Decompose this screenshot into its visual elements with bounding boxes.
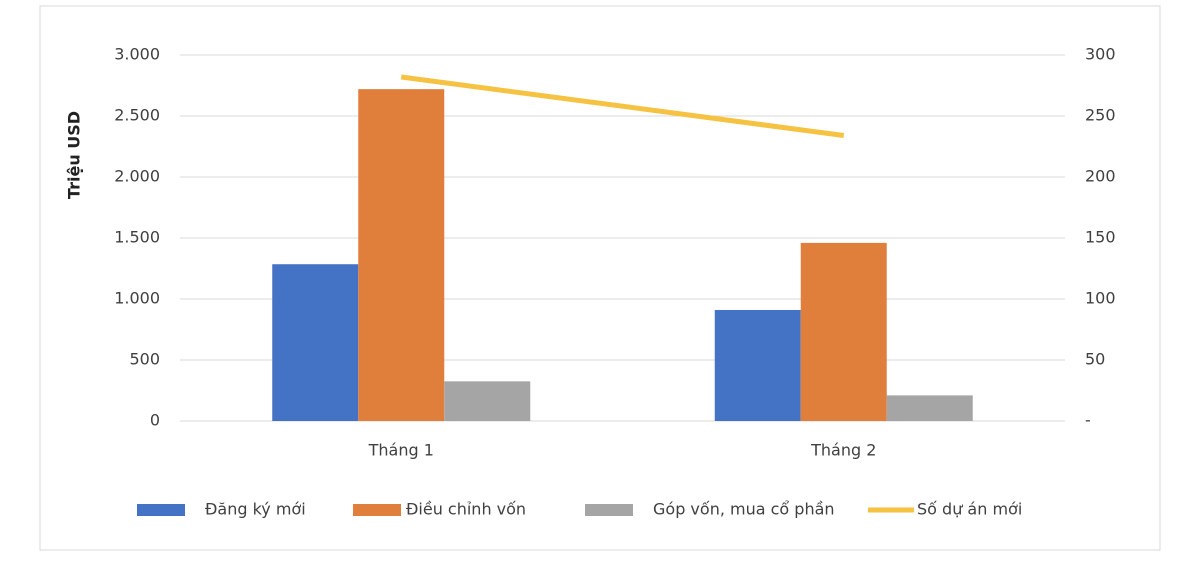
legend-label: Số dự án mới [917,500,1022,519]
legend-label: Đăng ký mới [205,500,306,519]
y2-tick-label: 250 [1085,106,1116,125]
y-axis-title: Triệu USD [65,111,84,199]
legend-swatch [137,504,185,516]
y-tick-label: 2.500 [114,106,160,125]
y2-tick-label: 200 [1085,167,1116,186]
x-tick-label: Tháng 2 [810,441,876,460]
y-tick-label: 3.000 [114,45,160,64]
legend-swatch [353,504,401,516]
y-tick-label: 1.000 [114,289,160,308]
y-tick-label: 1.500 [114,228,160,247]
legend-swatch [585,504,633,516]
chart-frame [39,5,1161,551]
y2-tick-label: 150 [1085,228,1116,247]
y-tick-label: 0 [150,411,160,430]
y2-tick-label: 50 [1085,350,1105,369]
y2-tick-label: - [1085,411,1091,430]
bar [886,395,973,421]
bar [444,381,531,421]
y-tick-label: 500 [129,350,160,369]
y2-tick-label: 100 [1085,289,1116,308]
line [400,74,845,138]
y2-tick-label: 300 [1085,45,1116,64]
x-tick-label: Tháng 1 [368,441,434,460]
bar [800,242,887,421]
y-tick-label: 2.000 [114,167,160,186]
bar [714,309,801,421]
legend-label: Góp vốn, mua cổ phần [653,500,835,519]
legend-label: Điều chỉnh vốn [406,500,526,519]
bar [358,89,445,421]
bar [272,264,359,421]
